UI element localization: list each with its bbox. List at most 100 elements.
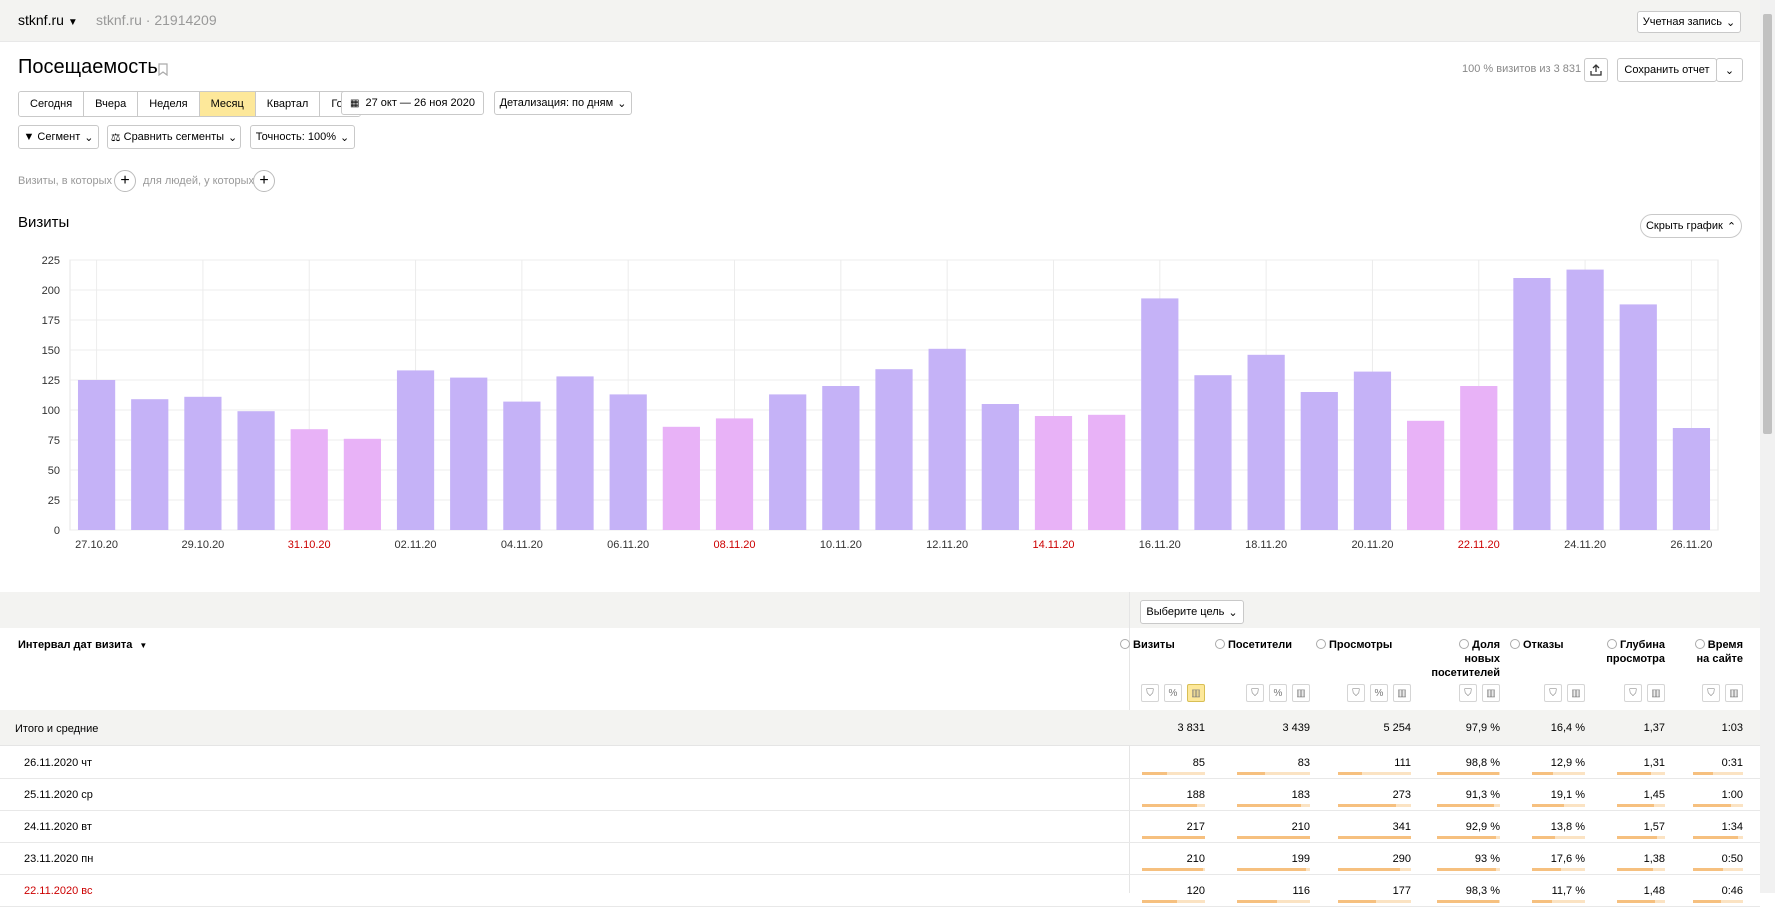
dimension-header[interactable]: Интервал дат визита ▼	[18, 638, 147, 653]
value-bar-fill	[1237, 772, 1265, 775]
percent-icon[interactable]: %	[1164, 684, 1182, 702]
table-row[interactable]: 26.11.2020 чт 85 83 111 98,8 % 12,9 % 1,31 0:31	[0, 746, 1760, 779]
column-header-text: Просмотры	[1329, 639, 1392, 651]
filter-icon[interactable]: ⛉	[1624, 684, 1642, 702]
table-row[interactable]: 22.11.2020 вс 120 116 177 98,3 % 11,7 % 1,48 0:…	[0, 874, 1760, 907]
value-bar	[1237, 836, 1310, 839]
period-3-button[interactable]: Месяц	[200, 92, 256, 116]
page-scrollbar[interactable]	[1760, 0, 1775, 893]
detail-button[interactable]: Детализация: по дням ⌄	[494, 91, 632, 115]
bar-chart-icon[interactable]: ▥	[1725, 684, 1743, 702]
bar-chart-icon[interactable]: ▥	[1292, 684, 1310, 702]
column-header-0[interactable]: Визиты	[1120, 638, 1205, 652]
scrollbar-thumb[interactable]	[1763, 14, 1772, 434]
y-tick-label: 75	[48, 435, 60, 447]
percent-icon[interactable]: %	[1269, 684, 1287, 702]
bar-chart-icon[interactable]: ▥	[1187, 684, 1205, 702]
bar-13.11.20	[982, 404, 1019, 530]
row-date-label: 24.11.2020 вт	[24, 821, 92, 833]
row-cell: 11,7 %	[1510, 885, 1585, 897]
filter-icon[interactable]: ⛉	[1702, 684, 1720, 702]
save-options-button[interactable]: ⌄	[1716, 58, 1743, 82]
hide-chart-button[interactable]: Скрыть график ⌃	[1640, 214, 1742, 238]
value-bar-fill	[1437, 772, 1499, 775]
accuracy-button[interactable]: Точность: 100% ⌄	[250, 125, 355, 149]
column-header-6[interactable]: Время на сайте	[1683, 638, 1743, 666]
total-cell: 97,9 %	[1415, 722, 1500, 734]
chevron-down-icon: ⌄	[1726, 16, 1735, 29]
row-date-label: 22.11.2020 вс	[24, 885, 93, 897]
row-cell: 93 %	[1415, 853, 1500, 865]
row-cell: 1,38	[1595, 853, 1665, 865]
row-cell: 183	[1215, 789, 1310, 801]
accuracy-label: Точность: 100%	[256, 131, 336, 143]
table-row[interactable]: 23.11.2020 пн 210 199 290 93 % 17,6 % 1,38 0:50	[0, 842, 1760, 875]
x-tick-label: 02.11.20	[395, 539, 437, 551]
people-filter-label: для людей, у которых	[143, 175, 254, 187]
column-header-text: Посетители	[1228, 639, 1292, 651]
bar-18.11.20	[1248, 355, 1285, 530]
filter-icon[interactable]: ⛉	[1544, 684, 1562, 702]
value-bar-fill	[1617, 836, 1657, 839]
table-row[interactable]: 25.11.2020 ср 188 183 273 91,3 % 19,1 % 1,45 1:…	[0, 778, 1760, 811]
column-header-text: Глубина	[1620, 639, 1665, 651]
help-icon[interactable]	[1120, 639, 1130, 649]
value-bar	[1532, 804, 1585, 807]
row-cell: 188	[1120, 789, 1205, 801]
compare-segments-button[interactable]: ⚖ Сравнить сегменты ⌄	[107, 125, 241, 149]
bar-chart-icon[interactable]: ▥	[1482, 684, 1500, 702]
value-bar-fill	[1532, 836, 1555, 839]
site-selector[interactable]: stknf.ru ▼	[18, 12, 78, 28]
value-bar-fill	[1237, 900, 1277, 903]
column-header-4[interactable]: Отказы	[1510, 638, 1585, 652]
help-icon[interactable]	[1215, 639, 1225, 649]
plus-icon: +	[259, 172, 268, 190]
segment-button[interactable]: ▼ Сегмент ⌄	[18, 125, 99, 149]
filter-icon[interactable]: ⛉	[1347, 684, 1365, 702]
help-icon[interactable]	[1695, 639, 1705, 649]
filter-icon[interactable]: ⛉	[1459, 684, 1477, 702]
help-icon[interactable]	[1510, 639, 1520, 649]
value-bar-fill	[1338, 804, 1396, 807]
x-tick-label: 08.11.20	[714, 539, 756, 551]
visits-chart: 0 25 50 75 100 125 150 175 200 225 27.10.20 29.10.2…	[0, 240, 1760, 560]
add-people-filter-button[interactable]: +	[253, 170, 275, 192]
value-bar	[1532, 836, 1585, 839]
column-header-3[interactable]: Доля новых посетителей	[1415, 638, 1500, 680]
help-icon[interactable]	[1316, 639, 1326, 649]
filter-icon[interactable]: ⛉	[1141, 684, 1159, 702]
add-visits-filter-button[interactable]: +	[114, 170, 136, 192]
help-icon[interactable]	[1607, 639, 1617, 649]
value-bar-fill	[1142, 804, 1197, 807]
x-tick-label: 10.11.20	[820, 539, 862, 551]
account-button[interactable]: Учетная запись ⌄	[1637, 11, 1741, 33]
export-button[interactable]	[1584, 58, 1608, 82]
save-report-button[interactable]: Сохранить отчет	[1617, 58, 1717, 82]
filter-icon[interactable]: ⛉	[1246, 684, 1264, 702]
chevron-down-icon: ⌄	[1725, 64, 1734, 77]
y-tick-label: 0	[54, 525, 60, 537]
percent-icon[interactable]: %	[1370, 684, 1388, 702]
value-bar-fill	[1338, 900, 1376, 903]
column-header-5[interactable]: Глубина просмотра	[1595, 638, 1665, 666]
help-icon[interactable]	[1459, 639, 1469, 649]
bookmark-icon[interactable]	[158, 63, 168, 76]
bar-chart-icon[interactable]: ▥	[1393, 684, 1411, 702]
column-header-1[interactable]: Посетители	[1215, 638, 1310, 652]
period-4-button[interactable]: Квартал	[256, 92, 321, 116]
value-bar-fill	[1617, 900, 1655, 903]
value-bar	[1142, 772, 1205, 775]
date-range-button[interactable]: ▦ 27 окт — 26 ноя 2020	[341, 91, 484, 115]
period-1-button[interactable]: Вчера	[84, 92, 138, 116]
period-0-button[interactable]: Сегодня	[19, 92, 84, 116]
row-cell: 98,3 %	[1415, 885, 1500, 897]
goal-select-button[interactable]: Выберите цель ⌄	[1140, 600, 1244, 624]
bar-chart-icon[interactable]: ▥	[1567, 684, 1585, 702]
column-header-2[interactable]: Просмотры	[1316, 638, 1411, 652]
table-row[interactable]: 24.11.2020 вт 217 210 341 92,9 % 13,8 % 1,57 1:…	[0, 810, 1760, 843]
column-header-text: Доля	[1472, 639, 1500, 651]
bar-07.11.20	[663, 427, 700, 530]
value-bar	[1693, 900, 1743, 903]
bar-chart-icon[interactable]: ▥	[1647, 684, 1665, 702]
period-2-button[interactable]: Неделя	[138, 92, 199, 116]
